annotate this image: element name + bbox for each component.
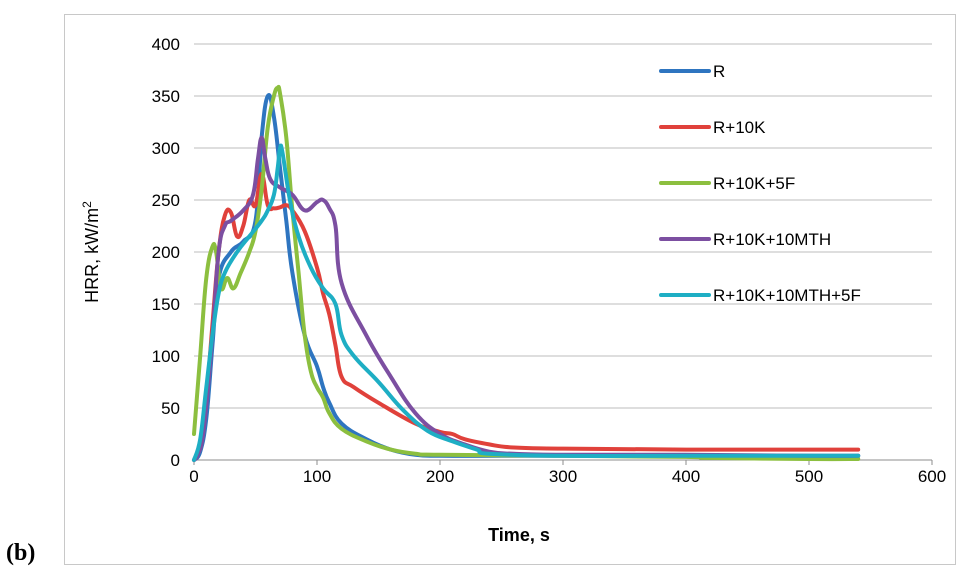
- gridlines: [194, 43, 932, 409]
- legend: R R+10K R+10K+5F R+10K+10MTH R+10K+10MTH+5F: [659, 62, 861, 305]
- series-line-rplus-10k: [192, 172, 861, 462]
- x-tick-label: 100: [303, 467, 331, 486]
- x-tick-label: 400: [672, 467, 700, 486]
- y-tick-label: 250: [152, 191, 180, 210]
- axes: 0 50 100 150 200 250 300 350 400 0 100 200 300 400 500…: [152, 35, 947, 486]
- panel-label: (b): [6, 540, 36, 566]
- series-lines: [192, 84, 861, 462]
- x-tick-label: 300: [549, 467, 577, 486]
- y-axis-title: HRR, kW/m2: [80, 201, 102, 303]
- y-tick-label: 50: [161, 399, 180, 418]
- legend-label: R+10K+10MTH+5F: [713, 286, 861, 305]
- series-line-r: [192, 93, 861, 462]
- y-tick-label: 350: [152, 87, 180, 106]
- legend-label: R: [713, 62, 725, 81]
- y-axis-title-text: HRR, kW/m: [82, 208, 102, 303]
- y-tick-label: 100: [152, 347, 180, 366]
- series-line-rplus-10kplus-10mthplus-5f: [192, 143, 861, 462]
- y-tick-label: 0: [171, 451, 180, 470]
- x-tick-label: 600: [918, 467, 946, 486]
- x-tick-label: 200: [426, 467, 454, 486]
- x-axis-title: Time, s: [488, 525, 550, 545]
- chart-frame: [64, 14, 956, 565]
- y-tick-label: 300: [152, 139, 180, 158]
- y-tick-label: 400: [152, 35, 180, 54]
- y-tick-label: 200: [152, 243, 180, 262]
- legend-label: R+10K+5F: [713, 174, 795, 193]
- y-axis-title-superscript: 2: [80, 201, 94, 208]
- legend-label: R+10K+10MTH: [713, 230, 831, 249]
- legend-label: R+10K: [713, 118, 766, 137]
- x-tick-label: 0: [189, 467, 198, 486]
- y-tick-label: 150: [152, 295, 180, 314]
- x-tick-label: 500: [795, 467, 823, 486]
